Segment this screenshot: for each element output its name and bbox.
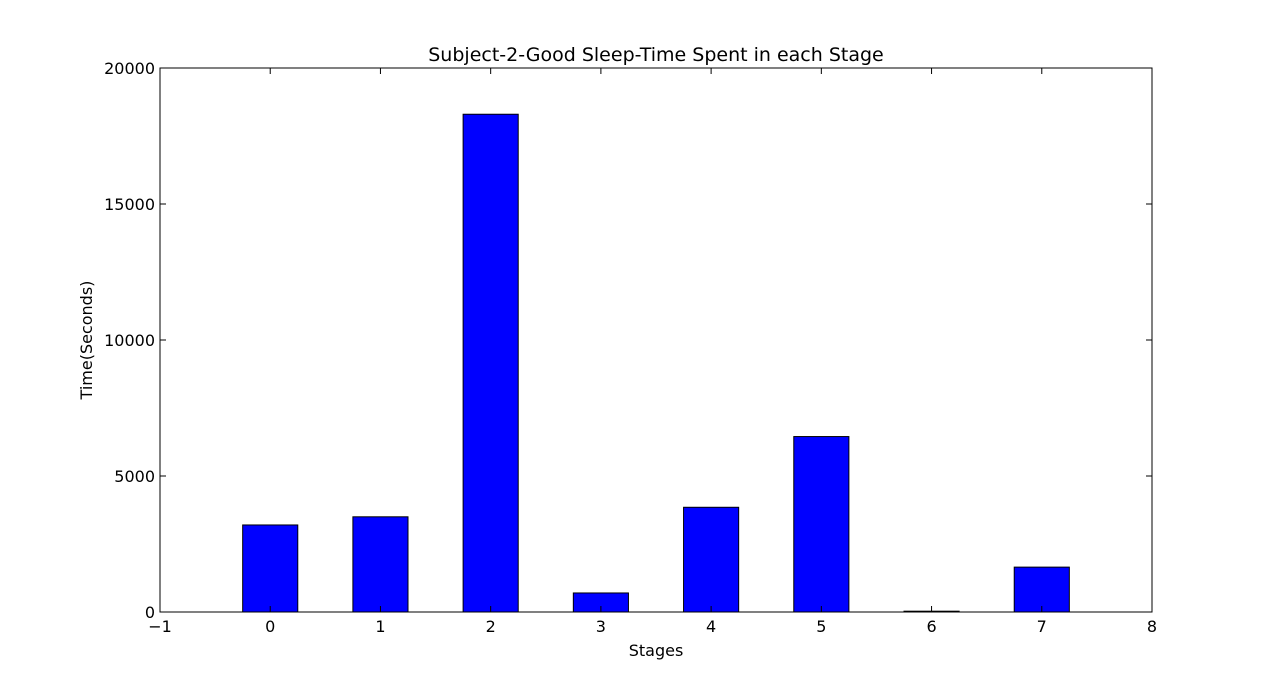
- bar-stage-2: [462, 113, 519, 613]
- x-axis-label: Stages: [629, 641, 684, 660]
- x-tick-label: 1: [375, 617, 385, 636]
- x-tick-label: 4: [706, 617, 716, 636]
- y-tick-label: 5000: [114, 467, 155, 486]
- x-tick-label: 8: [1147, 617, 1157, 636]
- bars-layer: [242, 113, 1070, 613]
- x-tick-label: 3: [596, 617, 606, 636]
- y-tick-label: 20000: [104, 59, 155, 78]
- x-tick-label: 5: [816, 617, 826, 636]
- plot-frame: [159, 67, 1153, 613]
- y-tick-label: 10000: [104, 331, 155, 350]
- y-axis-label: Time(Seconds): [77, 281, 96, 401]
- bar-stage-4: [683, 506, 740, 613]
- y-tick-label: 15000: [104, 195, 155, 214]
- bar-stage-7: [1013, 566, 1070, 613]
- bar-stage-1: [352, 516, 409, 613]
- chart-title: Subject-2-Good Sleep-Time Spent in each …: [428, 44, 884, 66]
- x-tick-label: 6: [926, 617, 936, 636]
- x-tick-label: 2: [486, 617, 496, 636]
- x-tick-label: 7: [1037, 617, 1047, 636]
- x-tick-label: −1: [148, 617, 172, 636]
- y-tick-label: 0: [145, 603, 155, 622]
- bar-stage-0: [242, 524, 299, 613]
- bar-stage-5: [793, 436, 850, 613]
- x-tick-label: 0: [265, 617, 275, 636]
